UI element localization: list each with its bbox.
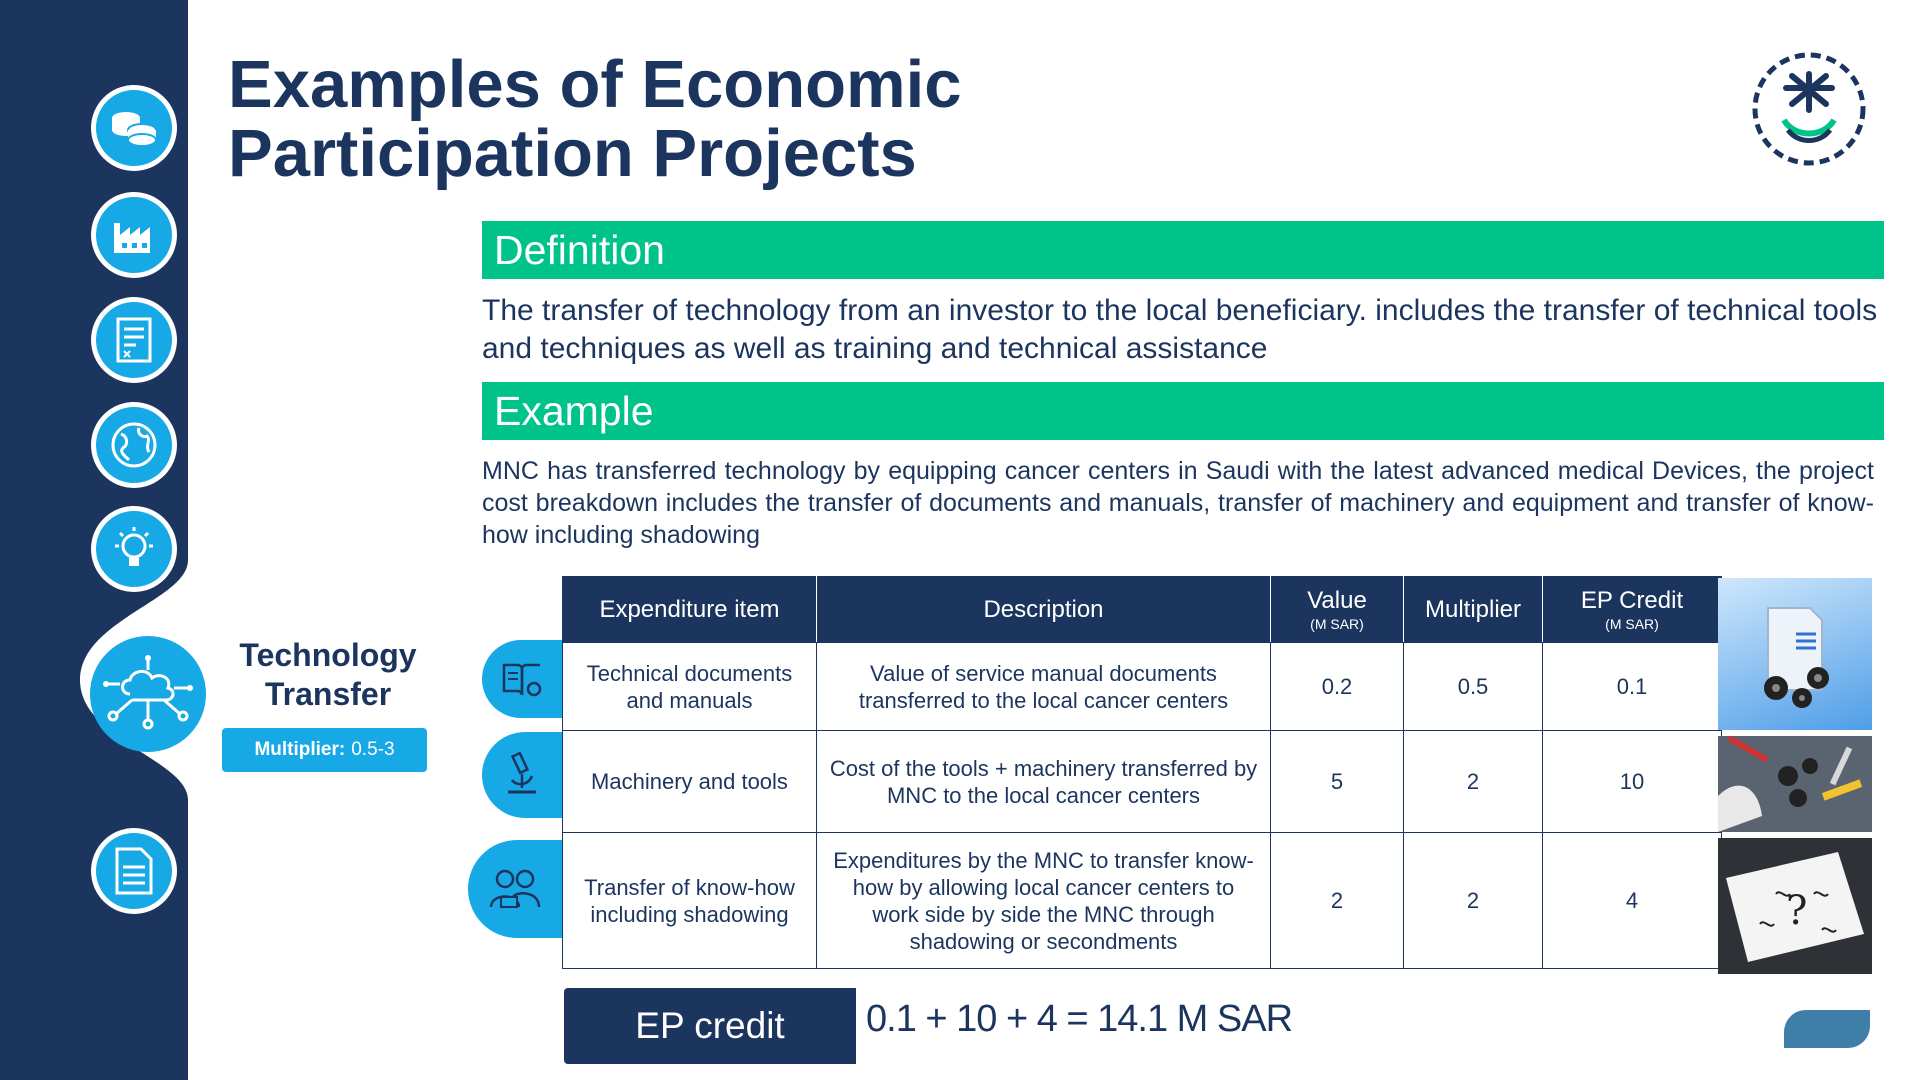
svg-text:?: ? bbox=[1786, 888, 1807, 934]
topic-title: Technology Transfer bbox=[239, 637, 417, 712]
header-credit-unit: (M SAR) bbox=[1605, 616, 1659, 632]
table-row: Technical documents and manuals Value of… bbox=[562, 642, 1722, 731]
row-icon-know-how bbox=[468, 840, 562, 938]
sidebar-item-lightbulb[interactable] bbox=[91, 506, 177, 592]
cell-value: 2 bbox=[1270, 832, 1404, 969]
header-value-unit: (M SAR) bbox=[1310, 616, 1364, 632]
header-expenditure-item: Expenditure item bbox=[562, 576, 817, 643]
microscope-icon bbox=[508, 752, 536, 794]
header-credit-label: EP Credit bbox=[1580, 587, 1684, 614]
table-header-row: Expenditure item Description Value (M SAR… bbox=[562, 576, 1722, 643]
lightbulb-icon bbox=[96, 511, 172, 587]
document-icon bbox=[96, 302, 172, 378]
header-value: Value (M SAR) bbox=[1270, 576, 1404, 643]
logo-emblem-icon bbox=[1752, 52, 1866, 166]
sidebar bbox=[0, 0, 188, 1080]
multiplier-badge: Multiplier: 0.5-3 bbox=[222, 728, 427, 772]
know-how-image: ? bbox=[1718, 838, 1872, 974]
header-value-label: Value bbox=[1307, 587, 1367, 614]
cloud-network-icon bbox=[103, 655, 193, 730]
cell-description: Value of service manual documents transf… bbox=[816, 642, 1271, 731]
decorative-shape bbox=[1784, 1010, 1870, 1048]
cell-description: Expenditures by the MNC to transfer know… bbox=[816, 832, 1271, 969]
sidebar-item-report[interactable] bbox=[91, 828, 177, 914]
cell-item: Machinery and tools bbox=[562, 730, 817, 833]
header-ep-credit: EP Credit (M SAR) bbox=[1542, 576, 1722, 643]
cell-credit: 10 bbox=[1542, 730, 1722, 833]
sidebar-item-coins[interactable] bbox=[91, 85, 177, 171]
header-multiplier: Multiplier bbox=[1403, 576, 1543, 643]
ep-credit-label: EP credit bbox=[564, 988, 856, 1064]
page-title: Examples of Economic Participation Proje… bbox=[228, 47, 962, 191]
cell-credit: 4 bbox=[1542, 832, 1722, 969]
book-gear-icon bbox=[502, 663, 542, 697]
cell-multiplier: 2 bbox=[1403, 832, 1543, 969]
cell-multiplier: 0.5 bbox=[1403, 642, 1543, 731]
definition-text: The transfer of technology from an inves… bbox=[482, 294, 1878, 365]
row-icon-technical-documents bbox=[482, 640, 562, 718]
cell-item: Technical documents and manuals bbox=[562, 642, 817, 731]
table-row: Machinery and tools Cost of the tools + … bbox=[562, 730, 1722, 833]
coins-icon bbox=[96, 90, 172, 166]
header-description: Description bbox=[816, 576, 1271, 643]
report-icon bbox=[96, 833, 172, 909]
documents-gears-image bbox=[1718, 578, 1872, 730]
cell-value: 0.2 bbox=[1270, 642, 1404, 731]
sidebar-item-document[interactable] bbox=[91, 297, 177, 383]
sidebar-item-technology-transfer[interactable] bbox=[90, 636, 206, 752]
example-text: MNC has transferred technology by equipp… bbox=[482, 457, 1874, 549]
factory-icon bbox=[96, 197, 172, 273]
cell-multiplier: 2 bbox=[1403, 730, 1543, 833]
people-icon bbox=[489, 869, 541, 908]
sidebar-item-globe[interactable] bbox=[91, 402, 177, 488]
definition-heading: Definition bbox=[482, 221, 1884, 279]
table-row: Transfer of know-how including shadowing… bbox=[562, 832, 1722, 969]
cell-value: 5 bbox=[1270, 730, 1404, 833]
cell-description: Cost of the tools + machinery transferre… bbox=[816, 730, 1271, 833]
ep-credit-equation: 0.1 + 10 + 4 = 14.1 M SAR bbox=[866, 998, 1293, 1040]
cell-item: Transfer of know-how including shadowing bbox=[562, 832, 817, 969]
machinery-tools-image bbox=[1718, 735, 1872, 832]
globe-icon bbox=[96, 407, 172, 483]
cell-credit: 0.1 bbox=[1542, 642, 1722, 731]
multiplier-label: Multiplier: bbox=[254, 739, 346, 760]
example-heading: Example bbox=[482, 382, 1884, 440]
sidebar-item-factory[interactable] bbox=[91, 192, 177, 278]
multiplier-value: 0.5-3 bbox=[351, 739, 395, 760]
expenditure-table: Expenditure item Description Value (M SAR… bbox=[562, 576, 1722, 969]
row-icon-machinery bbox=[482, 732, 562, 818]
